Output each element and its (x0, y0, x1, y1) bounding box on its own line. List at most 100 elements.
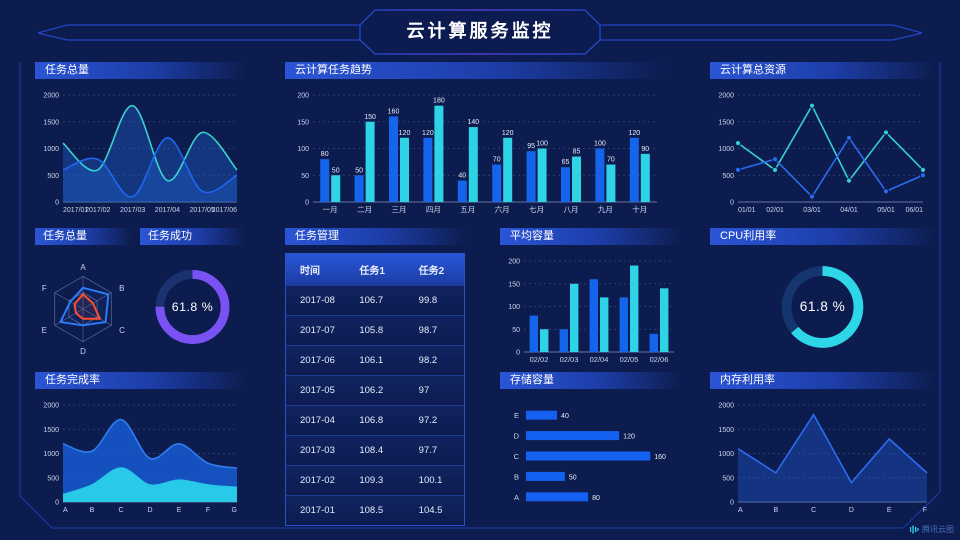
table-cell: 任务1 (359, 266, 385, 277)
svg-text:F: F (923, 507, 927, 514)
svg-text:150: 150 (364, 114, 376, 121)
svg-text:03/01: 03/01 (803, 207, 821, 214)
panel-title: 平均容量 (510, 230, 554, 242)
table-cell: 106.8 (359, 415, 384, 426)
svg-text:100: 100 (536, 141, 548, 148)
storage-capacity-chart: E 40 D 120 C 160 B 50 A 80 (500, 393, 680, 515)
svg-text:0: 0 (730, 200, 734, 207)
panel-title: 云计算总资源 (720, 64, 786, 76)
svg-text:500: 500 (47, 173, 59, 180)
svg-text:B: B (514, 472, 519, 481)
svg-text:A: A (63, 507, 68, 514)
svg-text:70: 70 (493, 157, 501, 164)
table-cell: 109.3 (359, 475, 384, 486)
table-cell: 105.8 (359, 325, 384, 336)
svg-text:C: C (118, 507, 123, 514)
svg-text:D: D (514, 432, 520, 441)
panel-title: CPU利用率 (720, 230, 777, 242)
svg-text:E: E (514, 411, 519, 420)
page-title: 云计算服务监控 (406, 21, 554, 41)
panel-cpu-usage: CPU利用率 61.8 % (710, 228, 935, 365)
svg-text:1500: 1500 (718, 119, 734, 126)
avg-capacity-chart: 0 50 100 150 200 02/02 02/03 02/04 02/05 02/06 (500, 249, 680, 365)
table-cell: 时间 (300, 266, 320, 277)
svg-text:2017/04: 2017/04 (155, 207, 180, 214)
table-row: 2017-06 106.1 98.2 (286, 345, 464, 375)
svg-text:A: A (738, 507, 743, 514)
table-cell: 108.5 (359, 505, 384, 516)
svg-text:500: 500 (722, 173, 734, 180)
svg-text:E: E (41, 326, 46, 335)
svg-text:2017/02: 2017/02 (85, 207, 110, 214)
table-cell: 2017-02 (300, 475, 335, 486)
panel-cloud-task-trend: 云计算任务趋势 0 50 100 150 200 一月 二月 三月 四月 五月 六月 七月 八月 九月 十月… (285, 62, 665, 215)
svg-text:三月: 三月 (392, 205, 407, 214)
svg-text:05/01: 05/01 (877, 207, 895, 214)
panel-title: 任务总量 (43, 230, 87, 242)
svg-text:50: 50 (355, 167, 363, 174)
svg-text:八月: 八月 (564, 205, 579, 214)
table-header-row: 时间 任务1 任务2 (286, 254, 464, 285)
table-cell: 106.1 (359, 355, 384, 366)
svg-text:E: E (177, 507, 182, 514)
svg-text:F: F (206, 507, 210, 514)
svg-text:1500: 1500 (718, 427, 734, 434)
svg-text:50: 50 (512, 327, 520, 334)
table-cell: 任务2 (418, 266, 445, 277)
panel-title-bar: 云计算总资源 (710, 62, 935, 79)
panel-title-bar: CPU利用率 (710, 228, 935, 245)
svg-text:50: 50 (301, 173, 309, 180)
panel-memory-usage: 内存利用率 0 500 1000 1500 2000 A B C D E F (710, 372, 935, 515)
svg-text:120: 120 (422, 130, 434, 137)
svg-text:02/06: 02/06 (650, 355, 669, 364)
svg-text:D: D (849, 507, 854, 514)
panel-title-bar: 任务成功 (140, 228, 245, 245)
panel-title-bar: 任务管理 (285, 228, 465, 245)
table-cell: 97.7 (418, 445, 438, 456)
table-cell: 99.8 (418, 295, 438, 306)
table-cell: 2017-05 (300, 385, 335, 396)
svg-text:02/02: 02/02 (530, 355, 549, 364)
panel-title-bar: 存储容量 (500, 372, 680, 389)
svg-text:120: 120 (399, 130, 411, 137)
svg-text:2017/03: 2017/03 (120, 207, 145, 214)
svg-text:九月: 九月 (598, 205, 613, 214)
table-cell: 2017-04 (300, 415, 335, 426)
table-cell: 106.2 (359, 385, 384, 396)
table-cell: 98.2 (418, 355, 438, 366)
panel-title-bar: 任务完成率 (35, 372, 245, 389)
svg-text:90: 90 (641, 146, 649, 153)
table-cell: 2017-07 (300, 325, 335, 336)
svg-text:0: 0 (55, 200, 59, 207)
table-cell: 2017-03 (300, 445, 335, 456)
panel-task-completion: 任务完成率 0 500 1000 1500 2000 A B C D E F G (35, 372, 245, 515)
svg-text:B: B (773, 507, 778, 514)
svg-text:D: D (80, 347, 86, 356)
svg-text:95: 95 (527, 143, 535, 150)
svg-text:100: 100 (297, 146, 309, 153)
table-cell: 2017-06 (300, 355, 335, 366)
svg-text:C: C (119, 326, 125, 335)
svg-text:50: 50 (332, 167, 340, 174)
panel-title: 任务完成率 (45, 374, 100, 386)
svg-text:200: 200 (508, 259, 520, 266)
svg-text:B: B (119, 284, 124, 293)
cloud-task-trend-chart: 0 50 100 150 200 一月 二月 三月 四月 五月 六月 七月 八月 九月 十月 80 50 160 1… (285, 83, 665, 215)
memory-usage-chart: 0 500 1000 1500 2000 A B C D E F (710, 393, 935, 515)
svg-text:一月: 一月 (323, 205, 338, 214)
svg-text:2000: 2000 (43, 403, 59, 410)
svg-text:61.8 %: 61.8 % (800, 299, 846, 314)
svg-text:四月: 四月 (426, 205, 441, 214)
svg-text:C: C (514, 452, 520, 461)
svg-text:2017/06: 2017/06 (212, 207, 237, 214)
cpu-usage-donut: 61.8 % (710, 249, 935, 365)
svg-text:七月: 七月 (529, 205, 544, 214)
table-row: 2017-07 105.8 98.7 (286, 315, 464, 345)
task-total-line-chart: 0 500 1000 1500 2000 2017/01 2017/02 2017/03 201… (35, 83, 245, 215)
task-total-radar-chart: A B C D E F (35, 249, 131, 365)
svg-text:04/01: 04/01 (840, 207, 858, 214)
svg-text:160: 160 (388, 108, 400, 115)
svg-text:A: A (80, 263, 86, 272)
panel-title: 任务管理 (295, 230, 339, 242)
svg-text:200: 200 (297, 93, 309, 100)
